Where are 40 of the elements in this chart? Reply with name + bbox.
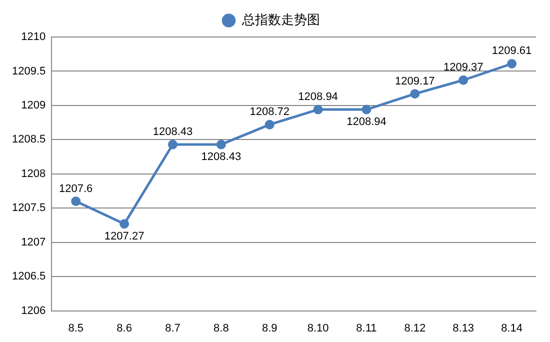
data-label: 1208.43 [152,126,193,138]
x-tick-label: 8.10 [307,322,329,334]
y-tick-label: 1208 [21,168,46,180]
data-label: 1208.94 [298,91,338,104]
y-tick-label: 1206.5 [12,270,46,283]
data-label: 1209.37 [443,62,484,74]
point [313,104,323,114]
x-tick-label: 8.5 [68,322,84,334]
data-label: 1207.27 [104,230,144,242]
data-label: 1208.94 [346,116,386,128]
x-tick-label: 8.6 [116,322,132,334]
point [410,89,420,99]
y-tick-label: 1207 [21,236,46,248]
point [216,140,226,150]
point [71,196,81,206]
x-tick-label: 8.14 [501,322,522,334]
legend-label: 总指数走势图 [240,12,320,28]
point [120,219,130,229]
y-tick-label: 1209 [21,99,46,112]
y-tick-label: 1208.5 [12,134,46,146]
x-tick-label: 8.12 [404,322,426,334]
x-tick-label: 8.13 [452,322,474,334]
x-tick-label: 8.7 [165,322,180,334]
y-tick-label: 1209.5 [12,65,46,78]
x-tick-label: 8.8 [214,322,229,334]
data-label: 1208.43 [201,151,242,163]
x-tick-label: 8.11 [356,322,377,334]
y-tick-label: 1206 [21,304,46,317]
x-tick-label: 8.9 [262,322,278,334]
point [362,104,372,114]
y-tick-label: 1207.5 [12,202,46,214]
data-label: 1208.72 [250,106,290,118]
data-label: 1209.61 [492,45,532,58]
data-label: 1207.6 [59,182,93,195]
point [168,140,178,150]
point [264,120,274,130]
point [458,75,468,85]
point [507,58,517,68]
data-label: 1209.17 [395,75,435,88]
y-tick-label: 1210 [21,31,46,44]
